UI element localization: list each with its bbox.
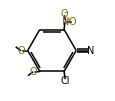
Text: N: N (86, 45, 93, 56)
Text: O: O (68, 17, 76, 27)
Text: -: - (63, 7, 67, 17)
Text: +: + (64, 17, 70, 23)
Text: N: N (62, 17, 69, 27)
Text: O: O (30, 67, 37, 77)
Text: O: O (60, 9, 67, 19)
Text: O: O (18, 45, 25, 56)
Text: Cl: Cl (60, 76, 70, 86)
